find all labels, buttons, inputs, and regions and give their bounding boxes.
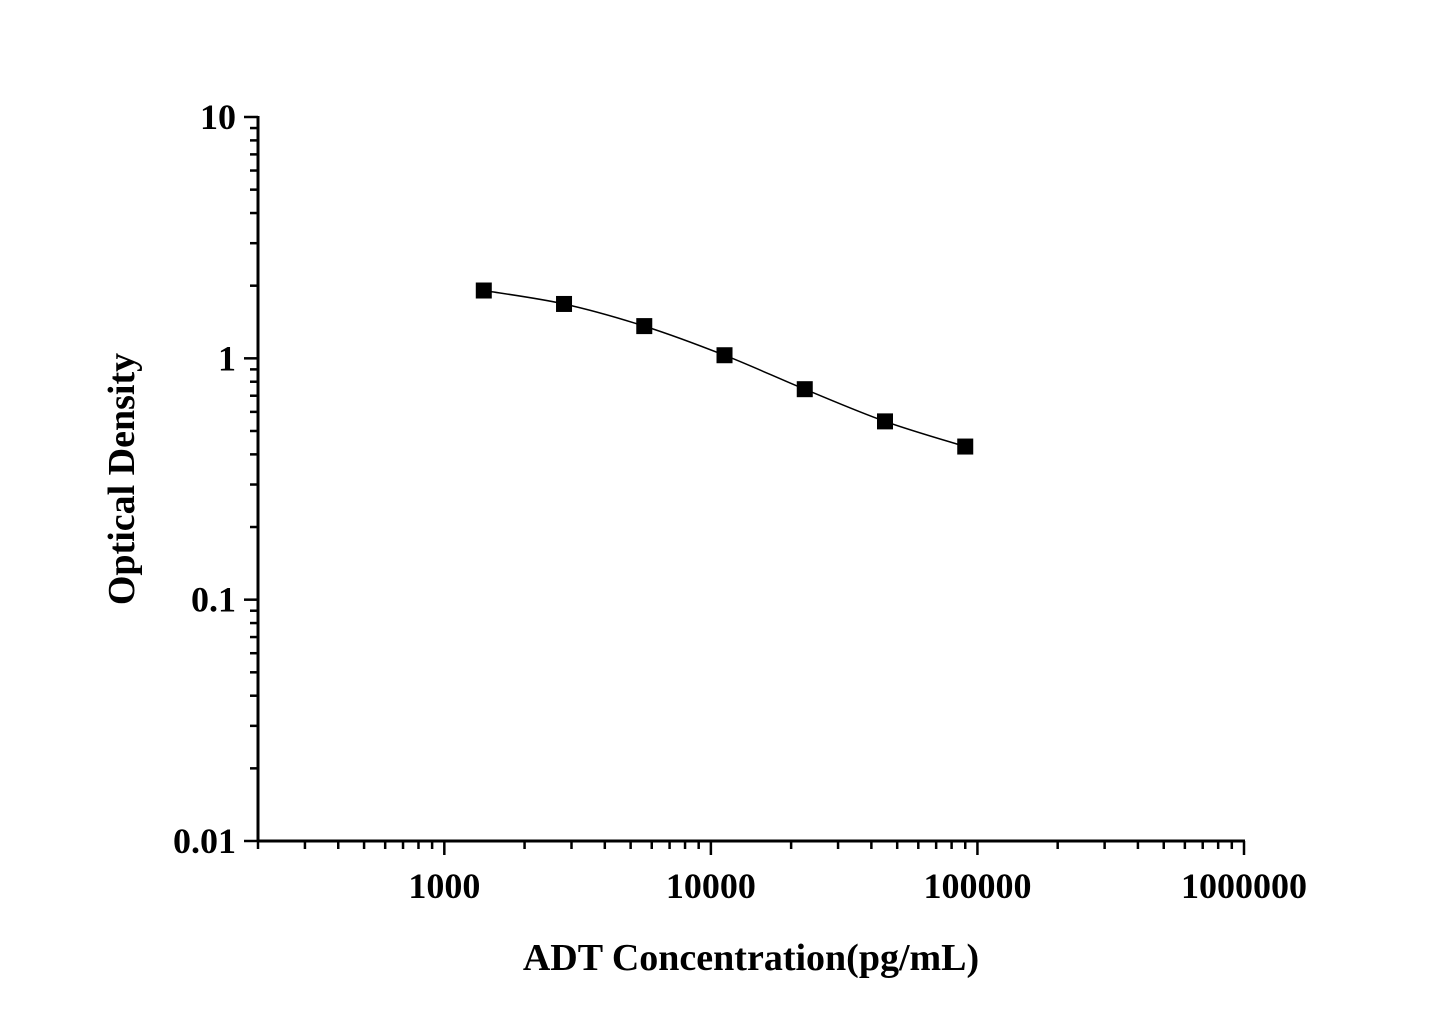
data-point-marker: [957, 438, 974, 455]
data-point-marker: [636, 318, 653, 335]
data-point-marker: [475, 282, 492, 299]
tick-labels: 1000 10000 100000 1000000 0.01 0.1 1 10: [173, 97, 1307, 906]
data-point-marker: [716, 347, 733, 364]
fit-curve: [483, 289, 966, 448]
data-point-marker: [876, 413, 893, 430]
y-tick-label: 0.01: [173, 821, 236, 861]
data-point-marker: [796, 381, 813, 398]
x-tick-label: 10000: [666, 866, 756, 906]
axes: [256, 116, 1245, 843]
y-tick-label: 10: [200, 97, 236, 137]
ticks: [244, 115, 1246, 855]
y-tick-label: 1: [218, 338, 236, 378]
x-tick-label: 1000: [408, 866, 480, 906]
x-tick-label: 1000000: [1181, 866, 1307, 906]
y-tick-label: 0.1: [191, 580, 236, 620]
y-axis-label: Optical Density: [101, 353, 143, 605]
x-axis-label: ADT Concentration(pg/mL): [523, 937, 979, 979]
data-point-marker: [556, 295, 573, 312]
x-tick-label: 100000: [923, 866, 1031, 906]
data-points: [475, 282, 974, 455]
fit-curve-path: [483, 289, 966, 448]
